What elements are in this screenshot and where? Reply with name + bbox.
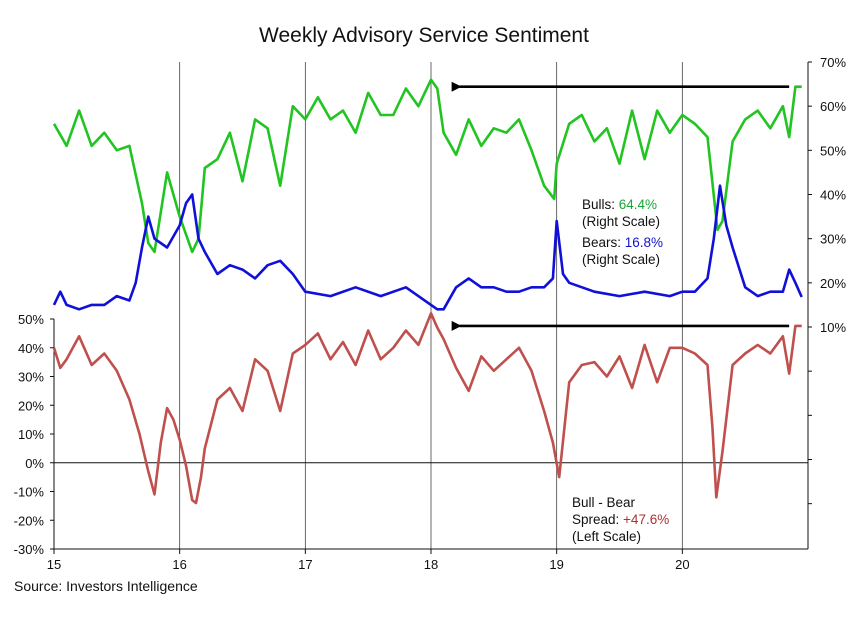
left-tick-label: -20% [14,513,45,528]
right-tick-label: 70% [820,55,846,70]
bears-label: Bears: [582,235,625,250]
bulls-line [52,78,802,254]
spread-annotation: Bull - Bear Spread: +47.6% (Left Scale) [572,494,669,545]
left-tick-label: 20% [18,398,44,413]
bulls-value: 64.4% [618,197,658,212]
source-note: Source: Investors Intelligence [14,578,198,594]
spread-value: +47.6% [623,512,670,527]
x-tick-label: 19 [549,557,563,572]
axes: -30% -20% -10% 0% 10% 20% 30% 40% 50% 10% 20% 30% 40… [14,55,847,572]
x-tick-label: 15 [47,557,61,572]
bulls-annotation: Bulls: 64.4% (Right Scale) [582,196,660,230]
bears-annotation: Bears: 16.8% (Right Scale) [582,234,663,268]
bears-value: 16.8% [624,235,664,250]
right-tick-label: 30% [820,232,846,247]
right-tick-label: 50% [820,143,846,158]
right-tick-label: 10% [820,320,846,335]
x-tick-label: 18 [424,557,438,572]
left-tick-label: -30% [14,542,45,557]
right-tick-label: 20% [820,276,846,291]
right-tick-label: 60% [820,99,846,114]
left-tick-label: 50% [18,312,44,327]
right-tick-label: 40% [820,188,846,203]
left-tick-label: 0% [25,456,44,471]
annotation-arrows [451,81,790,331]
chart-title: Weekly Advisory Service Sentiment [259,24,589,47]
x-tick-label: 16 [172,557,186,572]
spread-note: (Left Scale) [572,529,642,544]
spread-line1: Bull - Bear [572,495,636,510]
bulls-label: Bulls: [582,197,619,212]
spread-line [52,311,802,505]
left-tick-label: -10% [14,485,45,500]
bears-line [52,184,803,311]
left-tick-label: 30% [18,370,44,385]
series-lines [52,78,803,505]
left-tick-label: 10% [18,427,44,442]
spread-label: Spread: [572,512,624,527]
left-tick-label: 40% [18,341,44,356]
bears-note: (Right Scale) [582,252,661,267]
x-tick-label: 20 [675,557,689,572]
x-tick-label: 17 [298,557,312,572]
bulls-note: (Right Scale) [582,214,661,229]
